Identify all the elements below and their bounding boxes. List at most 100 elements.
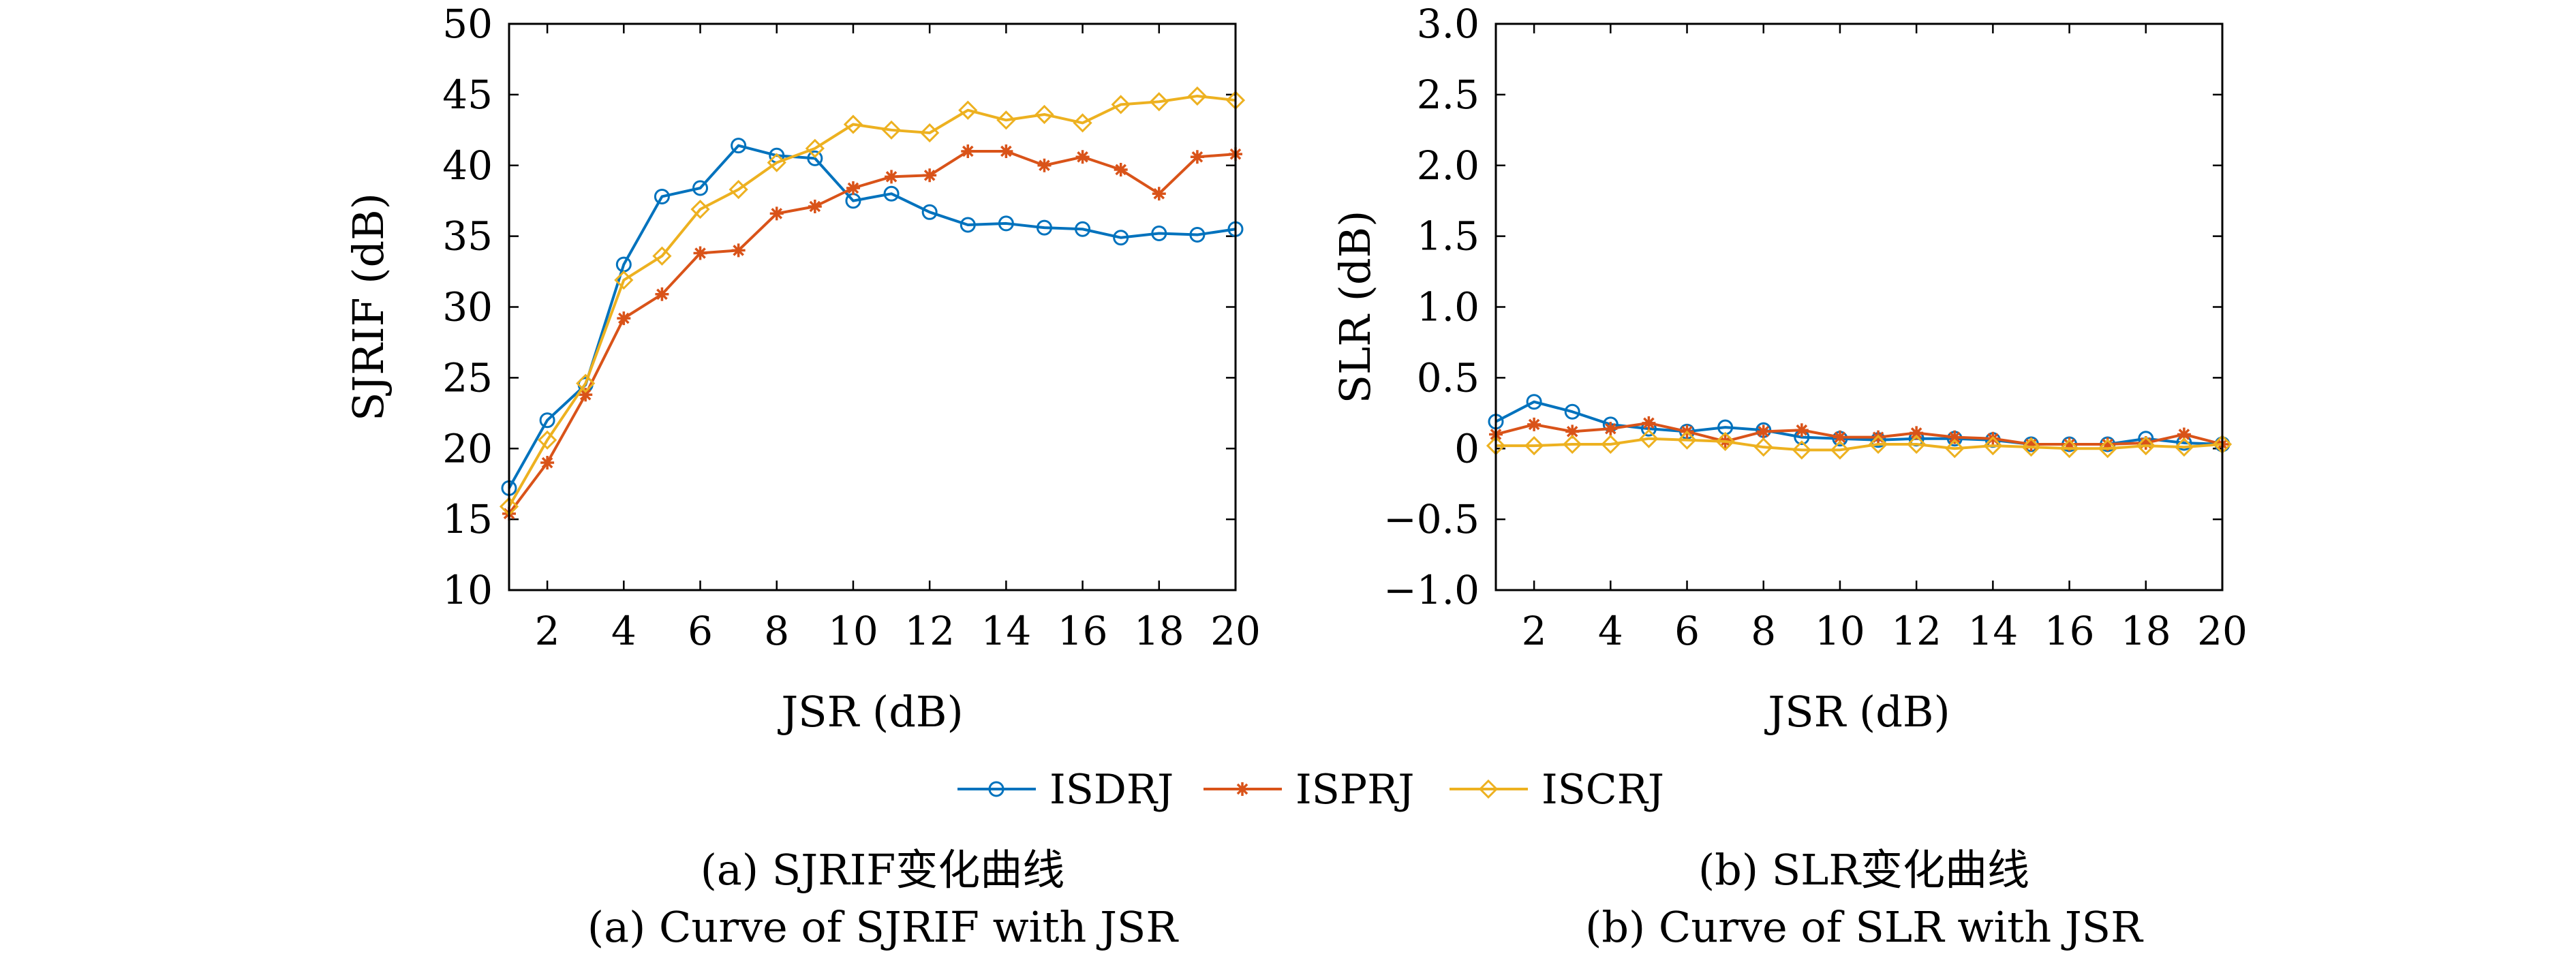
- data-point-isprj: [999, 144, 1013, 158]
- y-tick-label: 40: [442, 142, 493, 189]
- data-point-isdrj: [960, 217, 976, 233]
- caption-a-chinese: (a) SJRIF变化曲线: [700, 845, 1065, 895]
- x-tick-label: 16: [2044, 608, 2095, 654]
- x-tick-label: 2: [1522, 608, 1547, 654]
- data-point-iscrj: [614, 270, 634, 290]
- series-iscrj: [1486, 429, 2233, 460]
- y-tick-label: 25: [442, 354, 493, 401]
- data-point-iscrj: [1187, 86, 1208, 106]
- data-point-iscrj: [652, 246, 672, 266]
- y-tick-label: 20: [442, 425, 493, 472]
- data-point-iscrj: [1563, 434, 1582, 454]
- data-point-iscrj: [1639, 429, 1659, 448]
- y-tick-label: 0.5: [1417, 354, 1479, 401]
- data-point-isdrj: [883, 185, 900, 202]
- data-point-iscrj: [2021, 437, 2041, 457]
- data-point-iscrj: [1111, 95, 1131, 114]
- data-point-iscrj: [1983, 435, 2003, 456]
- data-point-isdrj: [1526, 394, 1542, 410]
- data-point-iscrj: [920, 123, 940, 143]
- data-point-isprj: [655, 287, 669, 301]
- data-point-isdrj: [921, 204, 938, 220]
- y-tick-label: 15: [442, 496, 493, 542]
- data-point-iscrj: [1792, 440, 1811, 460]
- data-point-isprj: [540, 456, 555, 470]
- y-tick-label: 45: [442, 72, 493, 118]
- data-point-isprj: [923, 168, 937, 183]
- data-point-isprj: [1794, 423, 1809, 437]
- x-tick-label: 6: [688, 608, 713, 654]
- x-tick-label: 10: [1815, 608, 1865, 654]
- data-point-iscrj: [2174, 437, 2194, 457]
- legend-label-iscrj: ISCRJ: [1542, 766, 1664, 814]
- x-tick-label: 6: [1674, 608, 1700, 654]
- data-point-isprj: [1527, 417, 1542, 431]
- data-point-iscrj: [1830, 440, 1850, 460]
- series-isdrj: [501, 138, 1244, 496]
- series-line-isprj: [508, 149, 1236, 515]
- x-tick-label: 16: [1058, 608, 1108, 654]
- data-point-isprj: [885, 170, 899, 184]
- data-point-iscrj: [881, 120, 902, 140]
- y-tick-label: 50: [442, 1, 493, 47]
- x-tick-label: 4: [611, 608, 637, 654]
- data-point-isdrj: [692, 180, 709, 196]
- data-point-iscrj: [690, 200, 710, 219]
- caption-b-english: (b) Curve of SLR with JSR: [1585, 902, 2143, 952]
- legend-label-isprj: ISPRJ: [1295, 766, 1414, 814]
- data-point-isprj: [2062, 437, 2076, 452]
- data-point-isprj: [731, 243, 746, 258]
- y-tick-label: 10: [442, 567, 493, 613]
- data-point-iscrj: [1601, 434, 1621, 454]
- data-point-isdrj: [1036, 219, 1052, 236]
- x-tick-label: 12: [1891, 608, 1942, 654]
- data-point-isdrj: [998, 215, 1014, 232]
- y-tick-label: 1.0: [1417, 284, 1479, 330]
- legend-marker-iscrj: [1478, 779, 1499, 799]
- data-point-iscrj: [1945, 439, 1965, 459]
- chart-slr: 2 4 6 8 10 12 14 16 18 20 −1.0 −0.5 0 0.5 1.0 1.5 2.0 2.5…: [1330, 1, 2248, 737]
- data-point-iscrj: [1073, 113, 1092, 133]
- data-point-isprj: [1190, 150, 1204, 164]
- data-point-iscrj: [958, 100, 978, 120]
- data-point-isprj: [1037, 158, 1052, 172]
- data-point-isdrj: [807, 150, 823, 166]
- data-point-isprj: [769, 206, 784, 221]
- y-tick-label: 2.0: [1417, 142, 1479, 189]
- data-point-isdrj: [654, 188, 670, 204]
- y-axis-label: SJRIF (dB): [343, 193, 393, 421]
- y-tick-label: −1.0: [1383, 567, 1479, 613]
- data-point-isdrj: [1075, 221, 1091, 237]
- y-tick-label: 30: [442, 284, 493, 330]
- data-point-iscrj: [1715, 431, 1735, 451]
- x-tick-label: 8: [1751, 608, 1776, 654]
- x-tick-label: 2: [535, 608, 560, 654]
- legend-label-isdrj: ISDRJ: [1049, 766, 1174, 814]
- data-point-isprj: [1756, 425, 1770, 439]
- data-point-isprj: [1642, 416, 1656, 430]
- caption-b-chinese: (b) SLR变化曲线: [1698, 845, 2030, 895]
- data-point-isdrj: [1151, 225, 1167, 241]
- plot-frame: [508, 22, 1237, 591]
- caption-a-english: (a) Curve of SJRIF with JSR: [587, 902, 1178, 952]
- data-point-iscrj: [2136, 435, 2156, 456]
- data-point-iscrj: [576, 373, 596, 393]
- y-axis-label: SLR (dB): [1330, 211, 1380, 404]
- x-tick-label: 8: [764, 608, 789, 654]
- data-point-isprj: [1604, 422, 1618, 436]
- x-tick-label: 14: [981, 608, 1031, 654]
- data-point-iscrj: [1907, 434, 1927, 454]
- data-point-isprj: [1114, 162, 1128, 176]
- data-point-iscrj: [1868, 434, 1888, 454]
- plot-frame: [1494, 22, 2224, 591]
- y-tick-label: 0: [1454, 425, 1479, 472]
- x-tick-label: 12: [904, 608, 955, 654]
- series-isprj: [502, 144, 1242, 521]
- data-point-iscrj: [843, 114, 863, 134]
- data-point-iscrj: [1753, 437, 1773, 457]
- data-point-isprj: [961, 144, 975, 158]
- x-tick-label: 18: [1134, 608, 1184, 654]
- data-point-iscrj: [729, 179, 748, 200]
- data-point-isprj: [2177, 427, 2191, 442]
